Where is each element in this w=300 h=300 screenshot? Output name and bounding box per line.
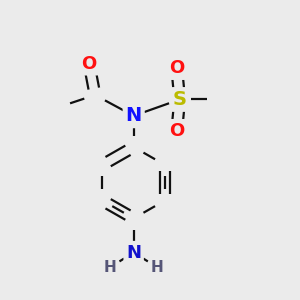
Text: S: S — [173, 90, 187, 109]
Text: H: H — [103, 260, 116, 275]
Text: H: H — [151, 260, 164, 275]
Text: O: O — [169, 122, 184, 140]
Text: N: N — [125, 106, 142, 125]
Text: N: N — [126, 244, 141, 262]
Text: O: O — [169, 59, 184, 77]
Text: O: O — [81, 55, 97, 73]
